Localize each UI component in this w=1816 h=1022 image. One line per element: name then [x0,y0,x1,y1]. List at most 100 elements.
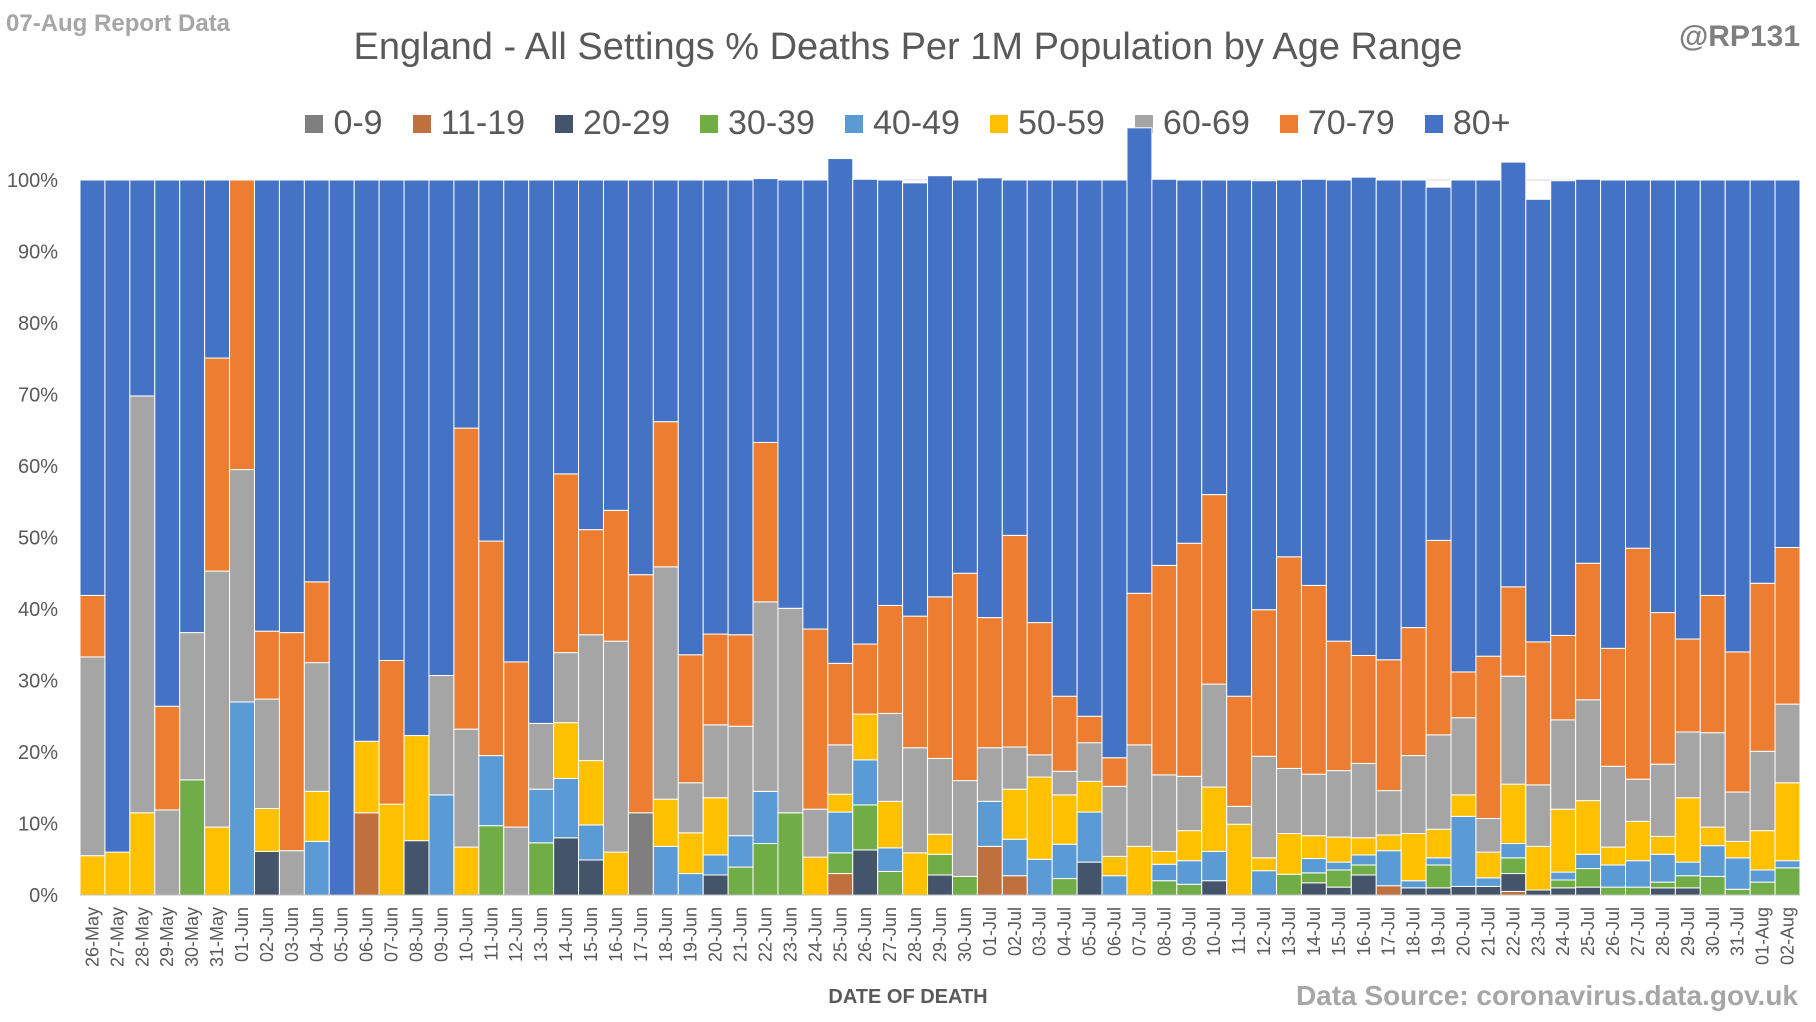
bar-segment-40-49 [1300,858,1327,874]
bar-segment-50-59 [652,798,679,847]
bar-segment-60-69 [1699,732,1726,828]
bar-segment-60-69 [1400,755,1427,835]
bar-segment-50-59 [353,740,380,814]
bar-segment-60-69 [1475,817,1502,853]
x-tick-label: 08-Jun [407,907,427,962]
bar-segment-80+ [1026,179,1053,624]
x-tick-label: 06-Jul [1104,907,1124,956]
bar-segment-60-69 [976,747,1003,802]
bar-segment-30-39 [777,812,804,896]
bar-segment-50-59 [378,803,405,896]
bar-segment-60-69 [927,757,953,835]
bar-segment-80+ [1226,179,1253,697]
bar-segment-60-69 [677,782,704,834]
bar-segment-80+ [553,179,580,475]
legend-swatch [700,114,718,133]
chart-legend: 0-9 11-19 20-29 30-39 40-49 50-59 60-69 70-79 80… [0,104,1816,143]
bar-segment-30-39 [877,870,904,896]
bar-segment-50-59 [578,760,604,826]
x-tick-label: 09-Jul [1179,907,1199,956]
bar-segment-60-69 [902,747,929,854]
x-tick-label: 30-Jul [1703,907,1723,956]
bar-segment-50-59 [1525,845,1552,891]
report-date-label: 07-Aug Report Data [6,10,231,37]
bar-segment-50-59 [303,790,330,842]
bar-segment-70-79 [1550,634,1577,721]
bar-segment-40-49 [578,824,604,861]
bar-segment-70-79 [1276,556,1302,769]
bar-segment-40-49 [1475,877,1502,887]
bar-segment-60-69 [303,662,330,792]
bar-segment-70-79 [229,179,255,471]
bar-segment-50-59 [1375,834,1402,852]
bar-segment-20-29 [1500,873,1527,892]
bar-segment-30-39 [1674,875,1701,889]
bar-segment-50-59 [1101,855,1128,877]
x-tick-label: 03-Jun [282,907,302,962]
bar-segment-60-69 [154,809,181,896]
legend-label: 60-69 [1162,104,1250,142]
bar-segment-70-79 [852,643,879,715]
bar-segment-20-29 [852,849,879,896]
bar-segment-70-79 [1375,659,1402,792]
x-tick-label: 30-May [182,907,202,967]
bar-segment-50-59 [1151,850,1178,865]
bar-segment-70-79 [927,596,953,759]
x-tick-label: 27-Jul [1628,907,1648,956]
bar-segment-80+ [1400,179,1427,629]
x-tick-label: 06-Jun [357,907,377,962]
x-tick-label: 04-Jun [307,907,327,962]
x-tick-label: 31-Jul [1728,907,1748,956]
bar-segment-60-69 [1001,746,1028,790]
bar-segment-70-79 [478,540,505,757]
bar-segment-50-59 [1226,823,1253,896]
bar-segment-60-69 [1600,765,1627,848]
bar-segment-80+ [1625,179,1651,549]
bar-segment-50-59 [1051,794,1078,845]
bar-segment-20-29 [1300,882,1327,896]
bar-segment-0-9 [627,812,654,896]
bar-segment-80+ [727,179,754,636]
bar-segment-70-79 [79,594,106,658]
x-tick-label: 22-Jun [756,907,776,962]
bar-segment-70-79 [1450,671,1477,719]
bar-segment-70-79 [453,427,480,730]
bar-segment-40-49 [1201,850,1228,882]
x-tick-label: 27-May [107,907,127,967]
bar-segment-80+ [204,179,231,359]
x-tick-label: 02-Jun [257,907,277,962]
bar-segment-30-39 [478,825,505,896]
bar-segment-70-79 [827,662,854,746]
bar-segment-50-59 [1749,830,1776,871]
bar-segment-60-69 [1350,762,1377,839]
bar-segment-20-29 [927,874,953,896]
x-tick-label: 17-Jul [1379,907,1399,956]
bar-segment-50-59 [927,833,953,855]
bar-segment-50-59 [677,832,704,875]
bar-segment-80+ [902,182,929,617]
bar-segment-30-39 [727,866,754,896]
legend-swatch [1424,114,1443,133]
chart-title: England - All Settings % Deaths Per 1M P… [353,26,1463,68]
x-tick-label: 28-Jul [1653,907,1673,956]
bar-segment-70-79 [652,421,679,568]
bar-segment-80+ [1749,179,1776,584]
x-tick-label: 15-Jun [581,907,601,962]
bar-segment-80+ [1001,179,1028,536]
x-tick-label: 29-Jun [930,907,950,962]
bar-segment-80+ [1475,179,1502,657]
bar-segment-20-29 [1350,874,1377,896]
bar-segment-80+ [1151,178,1178,566]
bar-segment-80+ [378,179,405,661]
bar-segment-80+ [752,178,779,443]
legend-item-70-79: 70-79 [1279,104,1395,143]
bar-segment-60-69 [1126,744,1153,847]
bar-segment-70-79 [1151,564,1178,776]
bar-segment-80+ [1325,179,1352,642]
bar-segment-80+ [927,175,953,598]
bar-segment-40-49 [1425,857,1452,866]
bar-segment-80+ [1076,179,1103,717]
bar-segment-40-49 [1625,860,1651,888]
x-tick-label: 25-Jul [1578,907,1598,956]
bar-segment-40-49 [1674,861,1701,877]
